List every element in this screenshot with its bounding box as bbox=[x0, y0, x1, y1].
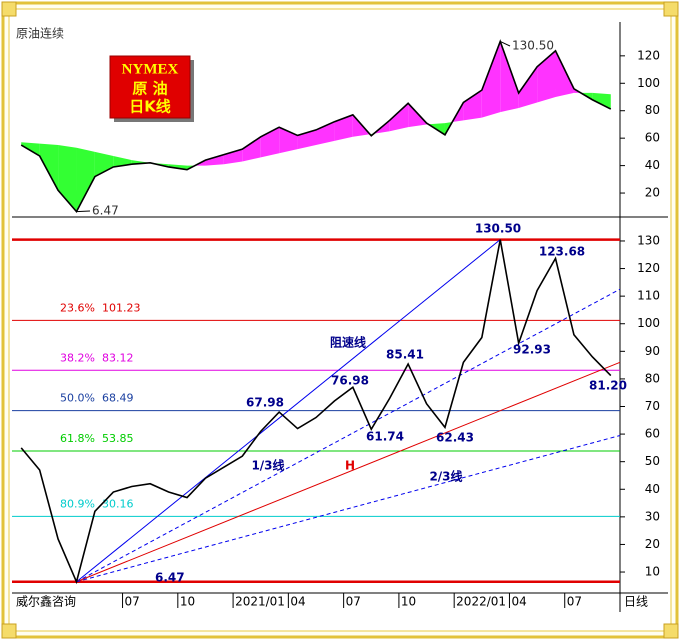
badge-text: 日K线 bbox=[129, 98, 171, 116]
y-tick-label: 90 bbox=[645, 344, 660, 358]
x-tick-label: 07 bbox=[567, 595, 582, 609]
period: 日线 bbox=[624, 595, 648, 609]
corner bbox=[663, 1, 679, 17]
ma-fill bbox=[518, 66, 538, 108]
ma-fill bbox=[389, 103, 409, 132]
y-tick-label: 80 bbox=[645, 103, 660, 117]
y-tick-label: 40 bbox=[645, 482, 660, 496]
ma-fill bbox=[223, 149, 243, 165]
y-tick-label: 80 bbox=[645, 371, 660, 385]
y-tick-label: 50 bbox=[645, 454, 660, 468]
x-tick-label: 10 bbox=[401, 595, 416, 609]
ma-fill bbox=[94, 151, 114, 177]
y-tick-label: 70 bbox=[645, 399, 660, 413]
badge-text: 原 油 bbox=[132, 80, 167, 98]
value-label: 76.98 bbox=[331, 374, 369, 388]
fib-value: 68.49 bbox=[102, 392, 134, 405]
x-tick-label: 07 bbox=[125, 595, 140, 609]
fan-line bbox=[76, 361, 621, 583]
fan-label: H bbox=[345, 459, 355, 473]
ma-fill bbox=[500, 41, 519, 113]
y-tick-label: 110 bbox=[637, 289, 660, 303]
value-label: 62.43 bbox=[436, 431, 474, 445]
y-tick-label: 60 bbox=[645, 427, 660, 441]
fan-label: 阻速线 bbox=[330, 335, 366, 350]
value-label: 85.41 bbox=[386, 348, 424, 362]
y-tick-label: 100 bbox=[637, 76, 660, 90]
corner bbox=[663, 623, 679, 639]
source: 威尔鑫咨询 bbox=[16, 594, 76, 609]
x-tick-label: 04 bbox=[511, 595, 526, 609]
fib-value: 53.85 bbox=[102, 432, 134, 445]
x-tick-label: 10 bbox=[180, 595, 195, 609]
y-tick-label: 60 bbox=[645, 131, 660, 145]
y-tick-label: 130 bbox=[637, 233, 660, 247]
leader-line bbox=[76, 210, 91, 213]
fib-value: 30.16 bbox=[102, 497, 134, 510]
fan-label: 2/3线 bbox=[429, 469, 462, 484]
ma-fill bbox=[205, 154, 224, 166]
ma-fill bbox=[39, 143, 59, 191]
x-tick-label: 07 bbox=[346, 595, 361, 609]
y-tick-label: 10 bbox=[645, 565, 660, 579]
value-label: 81.20 bbox=[589, 379, 627, 393]
corner bbox=[1, 623, 17, 639]
ma-fill bbox=[242, 136, 261, 162]
y-tick-label: 20 bbox=[645, 537, 660, 551]
badge bbox=[109, 55, 191, 119]
fan-label: 1/3线 bbox=[251, 458, 284, 473]
y-tick-label: 100 bbox=[637, 316, 660, 330]
corner bbox=[1, 1, 17, 17]
x-tick-label: 2021/01 bbox=[235, 595, 285, 609]
fib-label: 50.0% bbox=[60, 392, 95, 405]
y-tick-label: 120 bbox=[637, 261, 660, 275]
price-line bbox=[20, 39, 612, 214]
ma-fill bbox=[463, 90, 482, 121]
ma-fill bbox=[481, 41, 501, 118]
value-label: 6.47 bbox=[92, 204, 119, 218]
fib-value: 101.23 bbox=[102, 301, 141, 314]
ma-fill bbox=[76, 147, 95, 212]
ma-fill bbox=[334, 114, 353, 141]
value-label: 6.47 bbox=[155, 571, 185, 585]
value-label: 130.50 bbox=[475, 222, 521, 236]
y-tick-label: 20 bbox=[645, 186, 660, 200]
y-tick-label: 40 bbox=[645, 158, 660, 172]
value-label: 123.68 bbox=[539, 245, 585, 259]
badge-text: NYMEX bbox=[122, 61, 179, 77]
x-tick-label: 04 bbox=[290, 595, 305, 609]
fib-label: 38.2% bbox=[60, 351, 95, 364]
fan-line bbox=[76, 435, 621, 583]
chart-title: 原油连续 bbox=[16, 26, 64, 41]
value-label: 61.74 bbox=[366, 430, 404, 444]
leader-line bbox=[500, 40, 511, 47]
value-label: 67.98 bbox=[246, 396, 284, 410]
x-tick-label: 2022/01 bbox=[456, 595, 506, 609]
fan-line bbox=[76, 239, 501, 583]
ma-fill bbox=[316, 121, 335, 146]
fib-value: 83.12 bbox=[102, 351, 134, 364]
fib-label: 80.9% bbox=[60, 497, 95, 510]
value-label: 130.50 bbox=[512, 39, 554, 53]
ma-fill bbox=[555, 50, 574, 97]
fan-line bbox=[76, 288, 621, 583]
ma-fill bbox=[592, 92, 611, 110]
y-tick-label: 30 bbox=[645, 509, 660, 523]
fib-label: 61.8% bbox=[60, 432, 95, 445]
price-line bbox=[20, 239, 612, 585]
y-tick-label: 120 bbox=[637, 48, 660, 62]
value-label: 92.93 bbox=[513, 343, 551, 357]
fib-label: 23.6% bbox=[60, 301, 95, 314]
